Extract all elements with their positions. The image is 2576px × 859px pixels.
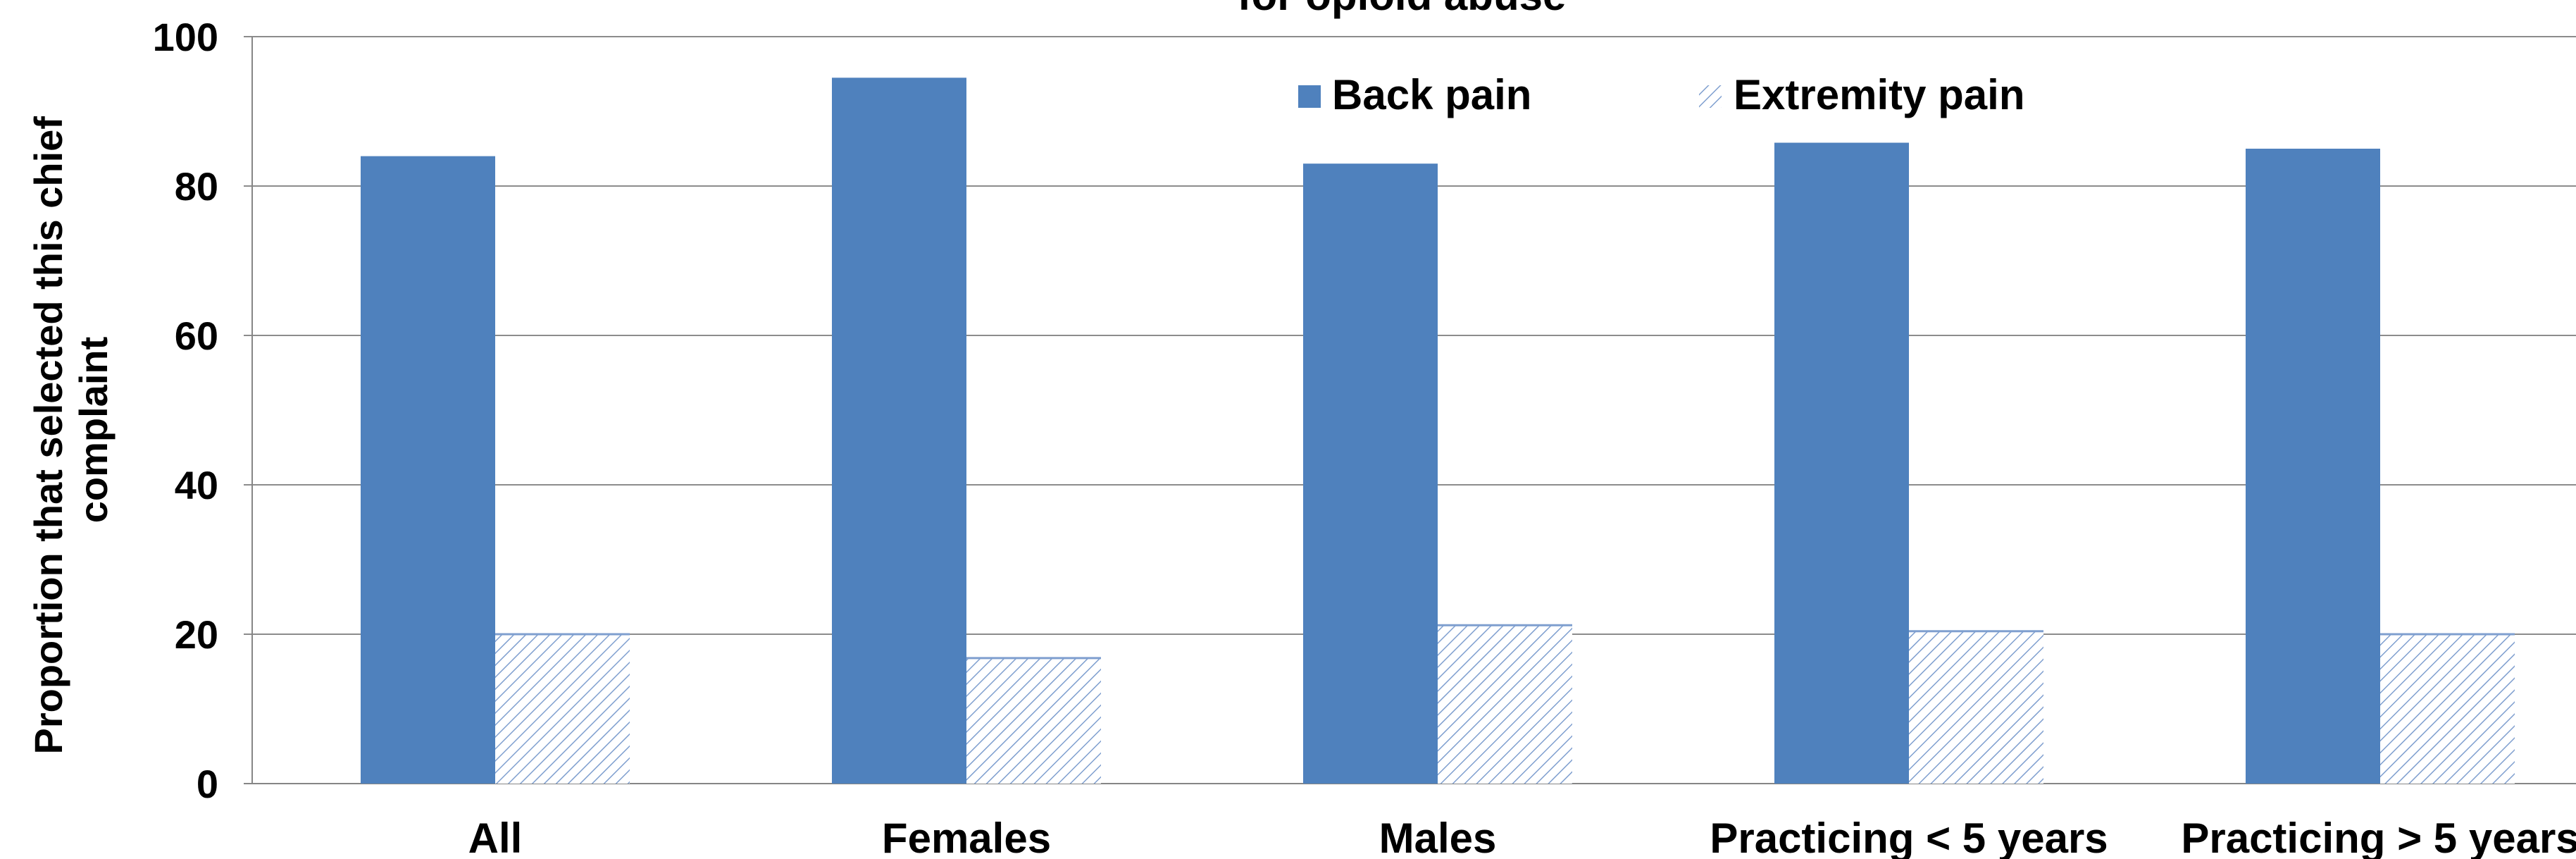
y-tick-label-0: 0 — [197, 762, 218, 806]
bar-back-pain-3 — [1774, 142, 1909, 784]
bar-extremity-pain-1 — [966, 657, 1101, 784]
chart-title: for opioid abuse — [1238, 0, 1567, 19]
bar-back-pain-0 — [361, 156, 495, 784]
x-tick-label-3: Practicing < 5 years — [1710, 815, 2108, 859]
bar-extremity-pain-4 — [2380, 634, 2515, 784]
legend-swatch-extremity-pain — [1699, 85, 1722, 108]
y-tick-label-40: 40 — [175, 463, 218, 507]
y-axis-label-line-1: Proportion that selected this chief — [26, 116, 70, 755]
legend-label-extremity-pain: Extremity pain — [1734, 71, 2024, 118]
bar-extremity-pain-0 — [495, 634, 630, 784]
y-tick-label-80: 80 — [175, 164, 218, 209]
bar-back-pain-1 — [832, 78, 966, 784]
x-tick-label-1: Females — [882, 815, 1051, 859]
bar-extremity-pain-2 — [1438, 625, 1572, 784]
legend: Back pain Extremity pain — [1298, 71, 2024, 118]
y-tick-label-60: 60 — [175, 314, 218, 358]
y-tick-label-100: 100 — [153, 15, 218, 59]
y-axis-label-line-2: complaint — [71, 337, 116, 523]
bar-back-pain-2 — [1303, 163, 1438, 784]
bar-extremity-pain-3 — [1909, 631, 2043, 784]
bar-back-pain-4 — [2246, 149, 2380, 784]
y-axis-label: Proportion that selected this chief comp… — [26, 105, 116, 754]
x-tick-label-2: Males — [1379, 815, 1497, 859]
x-tick-label-0: All — [468, 815, 523, 859]
x-tick-labels: All Females Males Practicing < 5 years Pract… — [468, 815, 2576, 859]
y-tick-label-20: 20 — [175, 612, 218, 657]
legend-swatch-back-pain — [1298, 85, 1321, 108]
y-tick-labels: 0 20 40 60 80 100 — [153, 15, 218, 806]
bars — [361, 78, 2515, 784]
legend-label-back-pain: Back pain — [1332, 71, 1531, 118]
x-tick-label-4: Practicing > 5 years — [2181, 815, 2576, 859]
